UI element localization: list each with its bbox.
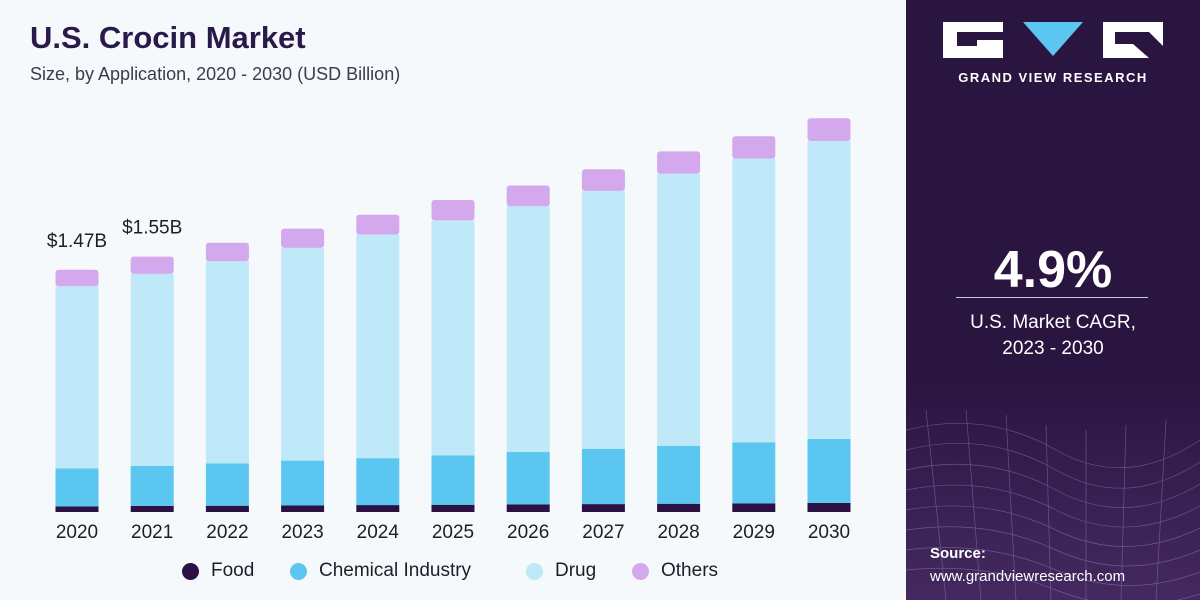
legend-swatch-drug bbox=[526, 562, 543, 580]
bar-2029-drug bbox=[732, 158, 776, 443]
x-tick-label: 2024 bbox=[357, 522, 400, 543]
bar-2020-drug bbox=[55, 286, 99, 469]
grid-wave-decoration bbox=[906, 370, 1200, 600]
bar-2022-chemical-industry bbox=[205, 463, 249, 506]
bar-2028-food bbox=[657, 503, 701, 512]
bar-2023-drug bbox=[281, 247, 325, 461]
x-tick-label: 2020 bbox=[56, 522, 98, 543]
cagr-label-line1: U.S. Market CAGR, bbox=[970, 312, 1136, 333]
bar-2026-chemical-industry bbox=[506, 452, 550, 505]
bar-2023-chemical-industry bbox=[281, 460, 325, 506]
legend-label-others: Others bbox=[661, 560, 719, 581]
legend-item-chemical-industry: Chemical Industry bbox=[290, 560, 471, 582]
source-url[interactable]: www.grandviewresearch.com bbox=[930, 568, 1126, 585]
bar-2024-food bbox=[356, 505, 400, 512]
bar-2025-drug bbox=[431, 220, 475, 456]
bar-2028-others bbox=[657, 151, 701, 174]
chart-panel: U.S. Crocin Market Size, by Application,… bbox=[0, 20, 906, 590]
brand-name: GRAND VIEW RESEARCH bbox=[958, 70, 1148, 85]
legend-swatch-food bbox=[182, 562, 199, 580]
cagr-label-line2: 2023 - 2030 bbox=[1002, 338, 1104, 359]
bar-2027-food bbox=[581, 504, 625, 512]
x-tick-label: 2022 bbox=[206, 522, 248, 543]
bar-2024-chemical-industry bbox=[356, 458, 400, 506]
bar-2028-chemical-industry bbox=[657, 445, 701, 504]
legend-item-others: Others bbox=[632, 560, 718, 582]
bar-2026-drug bbox=[506, 206, 550, 453]
source-title: Source: bbox=[930, 545, 986, 562]
legend-swatch-chemical-industry bbox=[290, 562, 307, 580]
bar-2020-chemical-industry bbox=[55, 468, 99, 507]
x-tick-label: 2021 bbox=[131, 522, 173, 543]
bar-2026-food bbox=[506, 504, 550, 512]
bar-2021-others bbox=[130, 256, 174, 274]
legend-label-chemical-industry: Chemical Industry bbox=[319, 560, 472, 581]
bar-2025-others bbox=[431, 199, 475, 221]
bar-2030-chemical-industry bbox=[807, 438, 851, 503]
x-tick-label: 2028 bbox=[657, 522, 699, 543]
x-tick-label: 2023 bbox=[281, 522, 323, 543]
x-tick-label: 2027 bbox=[582, 522, 624, 543]
bar-2020-others bbox=[55, 269, 99, 287]
data-label-2021: $1.55B bbox=[122, 218, 182, 239]
bar-2021-chemical-industry bbox=[130, 465, 174, 506]
bar-2021-food bbox=[130, 505, 174, 512]
bar-2027-drug bbox=[581, 190, 625, 449]
bar-2029-chemical-industry bbox=[732, 442, 776, 504]
bar-2022-food bbox=[205, 505, 249, 512]
legend-label-drug: Drug bbox=[555, 560, 597, 581]
bar-2024-drug bbox=[356, 234, 400, 459]
bar-2030-others bbox=[807, 118, 851, 141]
sidebar-panel: GRAND VIEW RESEARCH 4.9% U.S. Market CAG… bbox=[906, 0, 1200, 600]
data-label-2020: $1.47B bbox=[47, 231, 107, 252]
bar-2020-food bbox=[55, 506, 99, 512]
bar-2027-others bbox=[581, 169, 625, 191]
stacked-bar-chart: 2020 2021 2022 2023 2024 2025 2026 2027 2028 2029… bbox=[47, 118, 851, 543]
bar-2022-drug bbox=[205, 261, 249, 464]
cagr-divider bbox=[956, 297, 1148, 298]
bar-2027-chemical-industry bbox=[581, 448, 625, 505]
chart-title: U.S. Crocin Market bbox=[30, 20, 306, 55]
bar-2030-food bbox=[807, 502, 851, 512]
x-tick-label: 2025 bbox=[432, 522, 474, 543]
bar-2025-chemical-industry bbox=[431, 455, 475, 505]
legend-swatch-others bbox=[632, 562, 649, 580]
bar-2029-food bbox=[732, 503, 776, 512]
chart-subtitle: Size, by Application, 2020 - 2030 (USD B… bbox=[30, 64, 401, 84]
bar-2030-drug bbox=[807, 140, 851, 439]
legend-label-food: Food bbox=[211, 560, 255, 581]
legend-item-drug: Drug bbox=[526, 560, 596, 582]
x-tick-label: 2029 bbox=[733, 522, 775, 543]
x-tick-label: 2026 bbox=[507, 522, 549, 543]
x-tick-label: 2030 bbox=[808, 522, 850, 543]
bar-2026-others bbox=[506, 185, 550, 207]
bar-2028-drug bbox=[657, 173, 701, 446]
cagr-label: U.S. Market CAGR, 2023 - 2030 bbox=[906, 310, 1200, 362]
cagr-value: 4.9% bbox=[993, 241, 1113, 299]
bar-2022-others bbox=[205, 242, 249, 262]
bar-2025-food bbox=[431, 504, 475, 512]
bar-2023-food bbox=[281, 505, 325, 512]
bar-2024-others bbox=[356, 214, 400, 235]
grand-view-research-logo bbox=[943, 22, 1163, 58]
bar-2029-others bbox=[732, 136, 776, 159]
legend-item-food: Food bbox=[182, 560, 254, 582]
bar-2023-others bbox=[281, 228, 325, 248]
chart-legend: Food Chemical Industry Drug Others bbox=[0, 560, 906, 590]
bar-2021-drug bbox=[130, 273, 174, 466]
